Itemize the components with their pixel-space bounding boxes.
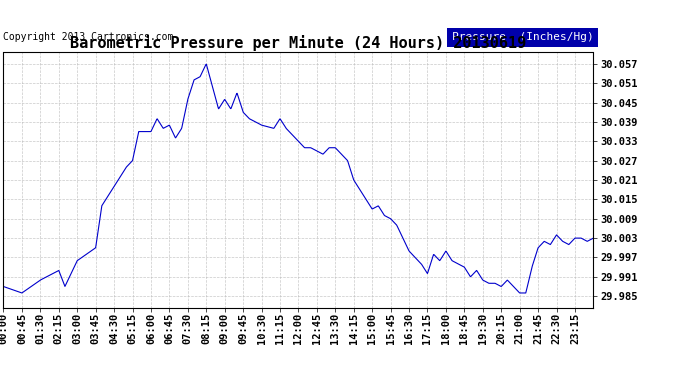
Title: Barometric Pressure per Minute (24 Hours) 20130619: Barometric Pressure per Minute (24 Hours…: [70, 35, 526, 51]
Text: Copyright 2013 Cartronics.com: Copyright 2013 Cartronics.com: [3, 32, 174, 42]
Text: Pressure  (Inches/Hg): Pressure (Inches/Hg): [452, 32, 593, 42]
